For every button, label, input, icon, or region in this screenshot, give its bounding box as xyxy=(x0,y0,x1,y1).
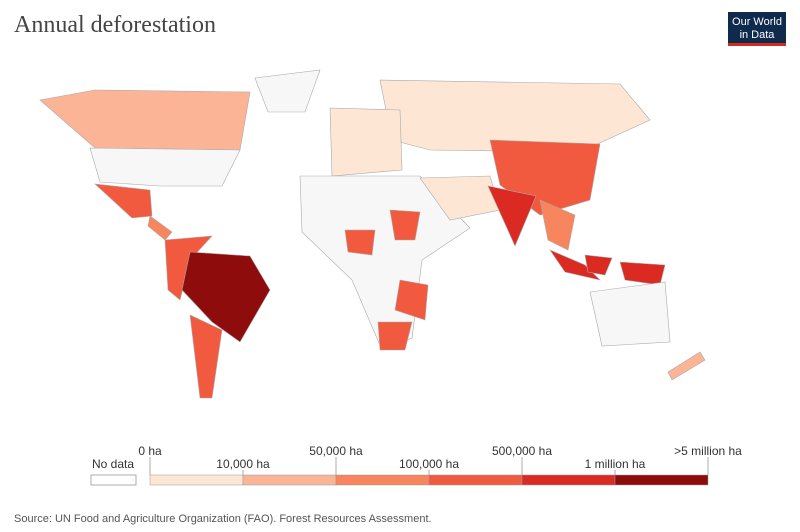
usa xyxy=(89,147,241,187)
argentina xyxy=(189,314,223,399)
brazil xyxy=(181,251,271,343)
legend-tick-label: >5 million ha xyxy=(674,444,742,458)
europe xyxy=(329,107,403,177)
legend-tick-label: 100,000 ha xyxy=(399,457,459,471)
legend-swatch xyxy=(149,474,244,486)
nigeria xyxy=(344,229,376,256)
logo-bar xyxy=(728,43,786,46)
canada xyxy=(39,89,251,151)
australia xyxy=(589,281,671,347)
sumatra xyxy=(549,249,601,281)
sudan xyxy=(389,209,421,241)
world-map xyxy=(39,69,706,399)
south-africa xyxy=(377,321,413,351)
new-zealand xyxy=(667,351,706,381)
legend-swatch xyxy=(428,474,523,486)
logo-box xyxy=(728,12,786,46)
legend-no-data xyxy=(90,474,137,486)
legend-tick-label: 500,000 ha xyxy=(492,444,552,458)
mexico xyxy=(94,183,153,219)
logo-text: Our World xyxy=(732,16,782,28)
southeast-asia xyxy=(539,199,576,251)
legend-swatch xyxy=(242,474,337,486)
legend-tick-label: 10,000 ha xyxy=(216,457,270,471)
source: Source: UN Food and Agriculture Organiza… xyxy=(14,513,432,525)
central-america xyxy=(147,215,173,241)
logo-text: in Data xyxy=(740,29,776,41)
borneo xyxy=(584,254,613,276)
legend-tick-label: 50,000 ha xyxy=(309,444,363,458)
legend-no-data-label: No data xyxy=(92,457,134,471)
legend-tick-label: 0 ha xyxy=(138,444,162,458)
legend-swatch xyxy=(614,474,709,486)
legend-swatch xyxy=(335,474,430,486)
logo: Our World in Data xyxy=(728,12,786,46)
new-guinea xyxy=(619,261,666,286)
legend: No data 0 ha 10,000 ha 50,000 ha 100,000 ha… xyxy=(90,444,742,486)
southeast-africa xyxy=(394,279,429,321)
legend-tick-label: 1 million ha xyxy=(585,457,646,471)
legend-swatch xyxy=(521,474,616,486)
india xyxy=(487,185,537,247)
greenland xyxy=(254,69,321,113)
title: Annual deforestation xyxy=(14,12,216,38)
